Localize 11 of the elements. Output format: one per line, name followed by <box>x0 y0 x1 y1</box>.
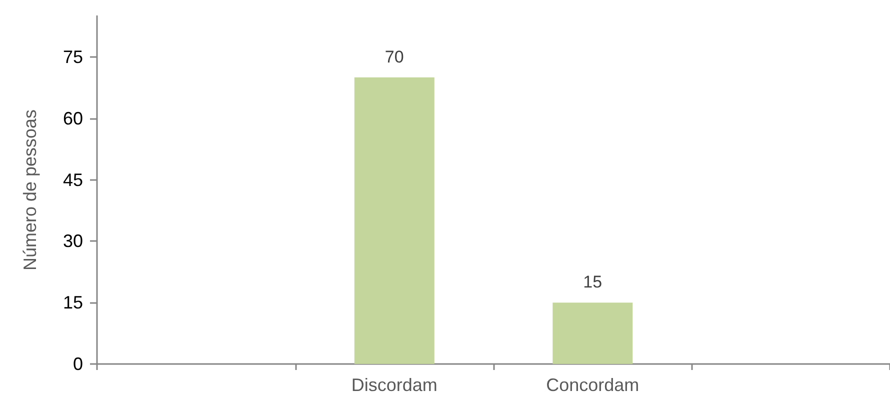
y-tick-label: 45 <box>62 170 83 190</box>
x-tick-label: Discordam <box>351 375 438 395</box>
y-tick-label: 60 <box>62 108 83 128</box>
y-tick-label: 0 <box>72 354 83 374</box>
data-label: 15 <box>583 272 602 292</box>
y-tick-label: 15 <box>62 292 83 313</box>
y-tick-label: 30 <box>62 231 83 252</box>
y-axis-title: Número de pessoas <box>20 109 40 271</box>
x-tick-label: Concordam <box>546 375 640 395</box>
y-tick-label: 75 <box>62 46 83 67</box>
data-label: 70 <box>384 47 404 66</box>
